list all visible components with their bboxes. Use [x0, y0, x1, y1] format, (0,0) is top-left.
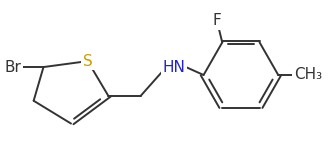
Text: CH₃: CH₃	[294, 67, 322, 82]
Text: F: F	[213, 13, 222, 28]
Text: HN: HN	[163, 59, 186, 75]
Text: S: S	[83, 54, 93, 69]
Text: Br: Br	[4, 59, 21, 75]
